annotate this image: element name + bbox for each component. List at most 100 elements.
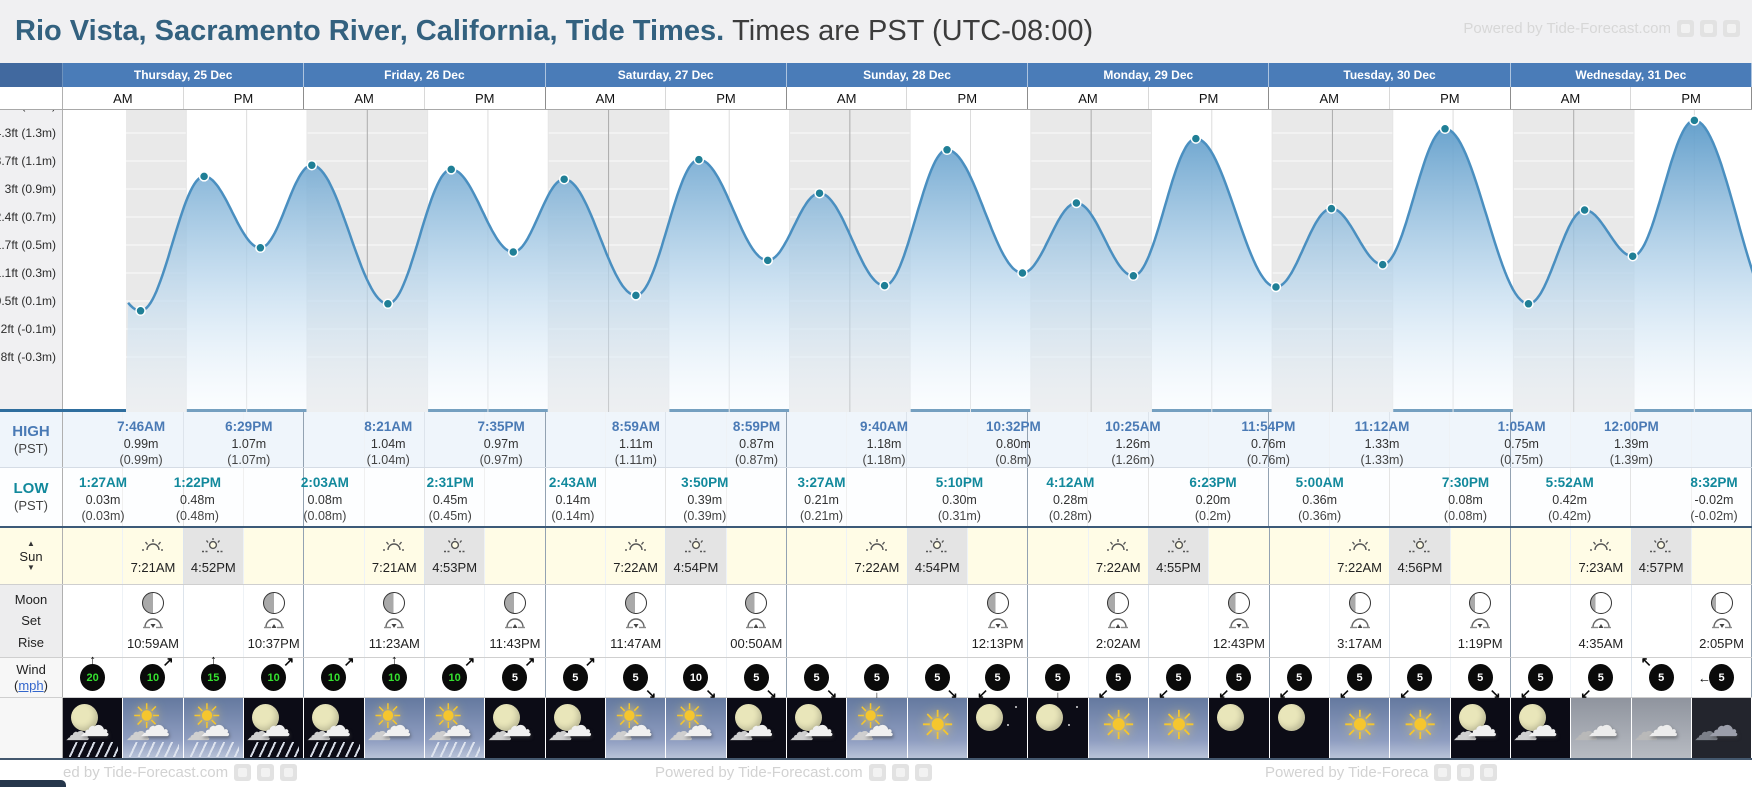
mph-unit-link[interactable]: mph	[18, 677, 44, 693]
moon-set-time: 2:05PM	[1699, 635, 1744, 651]
moon-cell	[1028, 585, 1089, 657]
wind-cell: 5 ↗	[546, 654, 606, 697]
moon-cell: 1:19PM	[1451, 585, 1511, 657]
tide-height: 0.30m	[942, 492, 977, 507]
high-tide-entry: 10:25AM 1.26m (1.26m)	[1105, 418, 1161, 468]
sunset-icon	[1408, 537, 1432, 559]
sun-spacer-cell	[1692, 528, 1752, 584]
wind-cell: 5 ←	[1692, 658, 1752, 697]
tide-height: 0.36m	[1302, 492, 1338, 507]
high-tide-entry: 11:54PM 0.76m (0.76m)	[1241, 418, 1295, 468]
wind-speed-badge: 5 ↖	[1641, 655, 1674, 691]
y-axis: 4.9ft (1.5m) 4.3ft (1.3m) 3.7ft (1.1m) 3ft …	[0, 110, 63, 409]
sunset-cell: 4:56PM	[1390, 528, 1451, 584]
weather-icon-sun-cloud-rain: ☀ ☁ ☁	[123, 698, 184, 758]
low-tide-time: 2:43AM	[548, 475, 597, 490]
weather-icon-clouds-gray: ☁ ☁	[1631, 698, 1692, 758]
weather-icon-moon-cloud: ☁ ☁	[545, 698, 606, 758]
low-tide-time: 1:27AM	[78, 475, 128, 490]
tide-height: 1.04m	[370, 436, 406, 451]
wind-speed-badge: 10 ↗	[140, 655, 173, 691]
social-icon-3	[1723, 20, 1740, 37]
wind-direction-arrow: ↘	[645, 686, 657, 701]
day-header-0: Thursday, 25 Dec	[63, 63, 305, 87]
sunset-cell: 4:57PM	[1631, 528, 1692, 584]
wind-speed-badge: 5 ↙	[1520, 664, 1554, 700]
tide-height-paren: (0.28m)	[1048, 508, 1092, 523]
weather-icon-moon-cloud-rain: ☁ ☁	[243, 698, 305, 758]
tide-low-point	[630, 290, 642, 301]
sunset-time: 4:53PM	[432, 560, 478, 575]
sunset-cell: 4:53PM	[424, 528, 486, 584]
tide-height-paren: (0.03m)	[81, 508, 125, 523]
wind-direction-arrow: ↘	[705, 686, 717, 701]
moon-phase-icon	[141, 591, 164, 614]
moon-cell: 11:47AM	[606, 585, 667, 657]
tide-height-paren: (0.45m)	[428, 508, 472, 523]
wind-cell: 10 ↗	[244, 655, 305, 697]
tide-height: 0.87m	[739, 436, 774, 451]
wind-speed-badge: 5 ↘	[743, 664, 777, 700]
high-tide-time: 9:40AM	[860, 419, 909, 434]
low-tide-entry: 3:27AM 0.21m (0.21m)	[798, 474, 846, 524]
wind-direction-arrow: ↙	[1097, 686, 1109, 701]
weather-icon-moon	[1269, 698, 1330, 758]
sun-spacer-cell	[1209, 528, 1270, 584]
wind-direction-arrow: ↗	[584, 654, 596, 669]
wind-speed-value: 5	[934, 671, 941, 684]
wind-cell: 15 ↑	[184, 653, 244, 697]
low-tide-time: 3:27AM	[797, 475, 846, 490]
wind-speed-value: 5	[1175, 671, 1182, 684]
wind-cell: 10 ↗	[425, 655, 486, 697]
sunrise-cell: 7:22AM	[1089, 528, 1149, 584]
moon-phase-icon	[1107, 591, 1130, 614]
day-header-2: Saturday, 27 Dec	[545, 63, 787, 87]
moon-rise-icon	[744, 616, 768, 634]
ampm-cell: PM	[424, 87, 546, 109]
tide-height: 0.97m	[483, 436, 519, 451]
low-tide-entry: 1:27AM 0.03m (0.03m)	[79, 474, 127, 524]
wind-direction-arrow: ↙	[977, 686, 988, 701]
tide-height: 0.99m	[123, 436, 159, 451]
sunrise-time: 7:22AM	[854, 560, 900, 575]
wind-speed-badge: 20 ↑	[80, 653, 106, 691]
weather-icon-sun: ☀	[907, 698, 968, 758]
ampm-cell: AM	[545, 87, 667, 109]
wind-speed-value: 5	[1054, 671, 1061, 684]
tide-height: 1.39m	[1613, 436, 1649, 451]
moon-cell: 4:35AM	[1571, 585, 1632, 657]
low-tide-time: 7:30PM	[1441, 475, 1490, 490]
sunset-icon	[925, 537, 949, 559]
tide-low-point	[507, 246, 519, 258]
moon-cell	[184, 585, 244, 657]
weather-icon-sun: ☀	[1390, 698, 1451, 758]
wind-cell: 5 ↙	[1089, 658, 1149, 701]
low-tide-row: LOW (PST) 1:27AM 0.03m (0.03m) 1:22PM 0.48m(…	[0, 468, 1752, 528]
tide-height-paren: (0.97m)	[479, 452, 523, 467]
high-tide-entry: 8:59AM 1.11m (1.11m)	[612, 418, 660, 468]
moon-cell: 2:02AM	[1089, 585, 1149, 657]
wind-cell: 5 ↖	[1632, 655, 1692, 697]
high-tide-entry: 6:29PM 1.07m (1.07m)	[225, 418, 272, 468]
moon-rise-time: 11:43PM	[489, 635, 541, 651]
tide-height-paren: (1.39m)	[1609, 452, 1653, 467]
tide-height-paren: (0.39m)	[683, 508, 727, 523]
sunrise-icon	[1589, 537, 1613, 559]
wind-direction-arrow: ↘	[765, 686, 777, 701]
weather-icon-sun-cloud: ☀ ☁ ☁	[666, 698, 727, 758]
sunrise-icon	[624, 537, 648, 559]
sun-spacer-cell	[63, 528, 124, 584]
watermark-bottom: Powered by Tide-Forecast.com	[655, 764, 932, 781]
wind-cell: 5 ↘	[787, 658, 848, 700]
wind-speed-badge: 5 ↙	[1279, 664, 1312, 700]
moon-cell: 12:43PM	[1209, 585, 1270, 657]
tide-low-point	[1627, 250, 1638, 262]
wind-row-label: Wind (mph)	[14, 661, 48, 693]
sunrise-time: 7:23AM	[1578, 560, 1624, 575]
weather-icon-moon-cloud: ☁ ☁	[485, 698, 546, 758]
wind-cell: 10 ↑	[365, 653, 425, 697]
weather-icon-moon-cloud: ☁ ☁	[1510, 698, 1572, 758]
wind-speed-value: 5	[511, 671, 519, 684]
high-tide-entry: 8:59PM 0.87m (0.87m)	[733, 418, 780, 468]
